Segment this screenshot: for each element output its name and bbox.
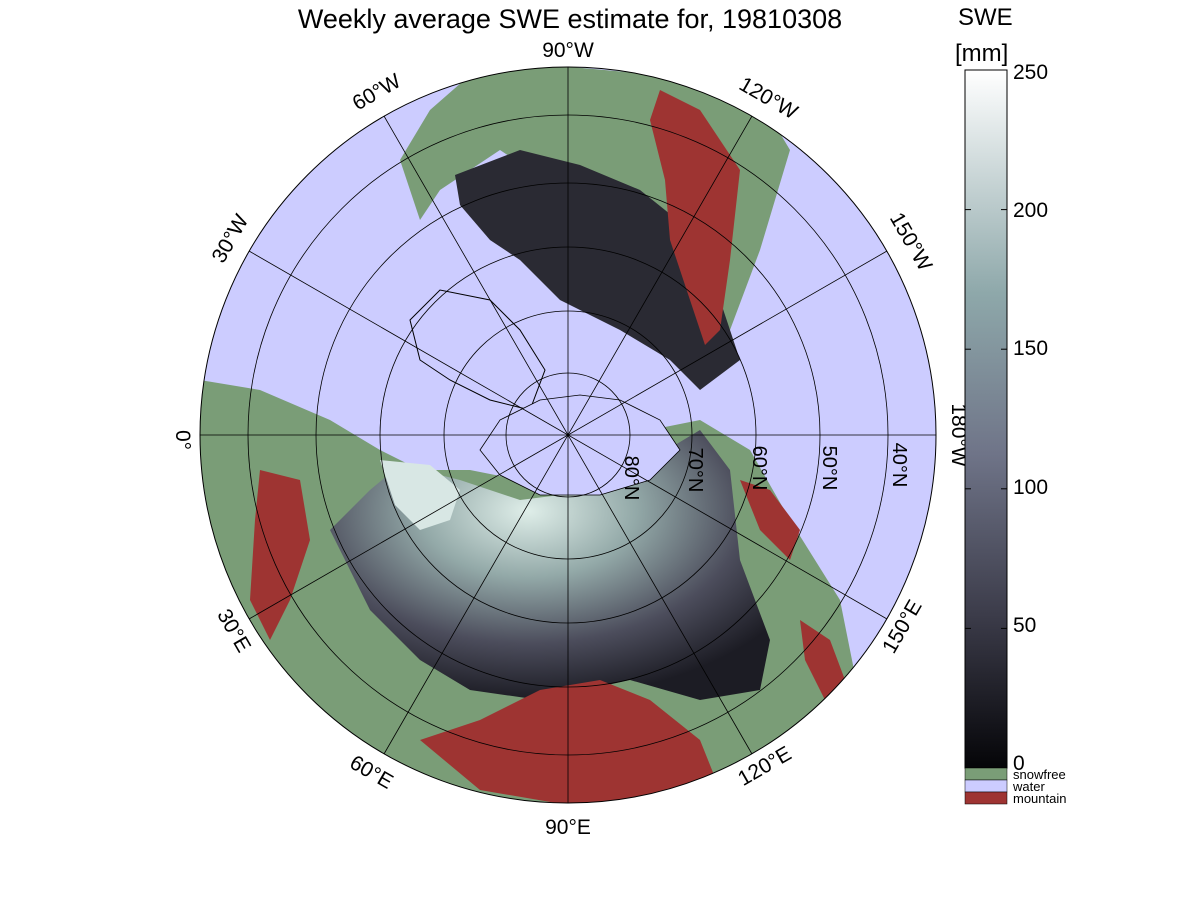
- category-swatch-water: [964, 779, 1008, 793]
- meridian-150w-30e: [248, 250, 888, 620]
- colorbar-tick-150: 150: [1013, 337, 1049, 360]
- arctic-sea: [479, 394, 681, 496]
- lat-label-50n: 50°N: [818, 446, 840, 491]
- colorbar-unit: [mm]: [955, 40, 1009, 67]
- japan-mountains: [800, 620, 845, 700]
- graticule: [200, 67, 936, 803]
- category-label-mountain: mountain: [1013, 791, 1067, 806]
- colorbar-tick-50: 50: [1013, 614, 1037, 637]
- scandinavia: [380, 460, 460, 530]
- colorbar-tick-200: 200: [1013, 199, 1049, 222]
- lon-label-90e: 90°E: [545, 816, 591, 839]
- colorbar-tick-100: 100: [1013, 476, 1049, 499]
- eurasia-mountains-west: [250, 470, 310, 640]
- lon-label-60e: 60°E: [346, 751, 397, 794]
- lat-label-40n: 40°N: [888, 443, 910, 488]
- lon-label-60w: 60°W: [349, 69, 405, 115]
- lon-label-90w: 90°W: [542, 39, 594, 62]
- colorbar-tick-250: 250: [1013, 61, 1049, 84]
- eurasia-mountains-south: [420, 680, 720, 803]
- category-swatch-snowfree: [964, 767, 1008, 781]
- lon-label-180w: 180°W: [947, 403, 970, 466]
- category-label-water: water: [1013, 779, 1045, 794]
- colorbar-tick-0: 0: [1013, 752, 1025, 775]
- colorbar-gradient: [964, 69, 1008, 769]
- map-border: [199, 66, 937, 804]
- colorbar-title: SWE: [958, 4, 1013, 31]
- lat-label-70n: 70°N: [684, 448, 706, 493]
- category-label-snowfree: snowfree: [1013, 767, 1066, 782]
- map-title: Weekly average SWE estimate for, 1981030…: [297, 4, 843, 34]
- category-swatch-mountain: [964, 791, 1008, 805]
- lon-label-0: 0°: [171, 430, 194, 450]
- north-america-snow: [455, 150, 740, 390]
- lat-label-60n: 60°N: [748, 446, 770, 491]
- eurasia-mountains-east: [740, 480, 800, 560]
- lat-label-80n: 80°N: [620, 456, 642, 501]
